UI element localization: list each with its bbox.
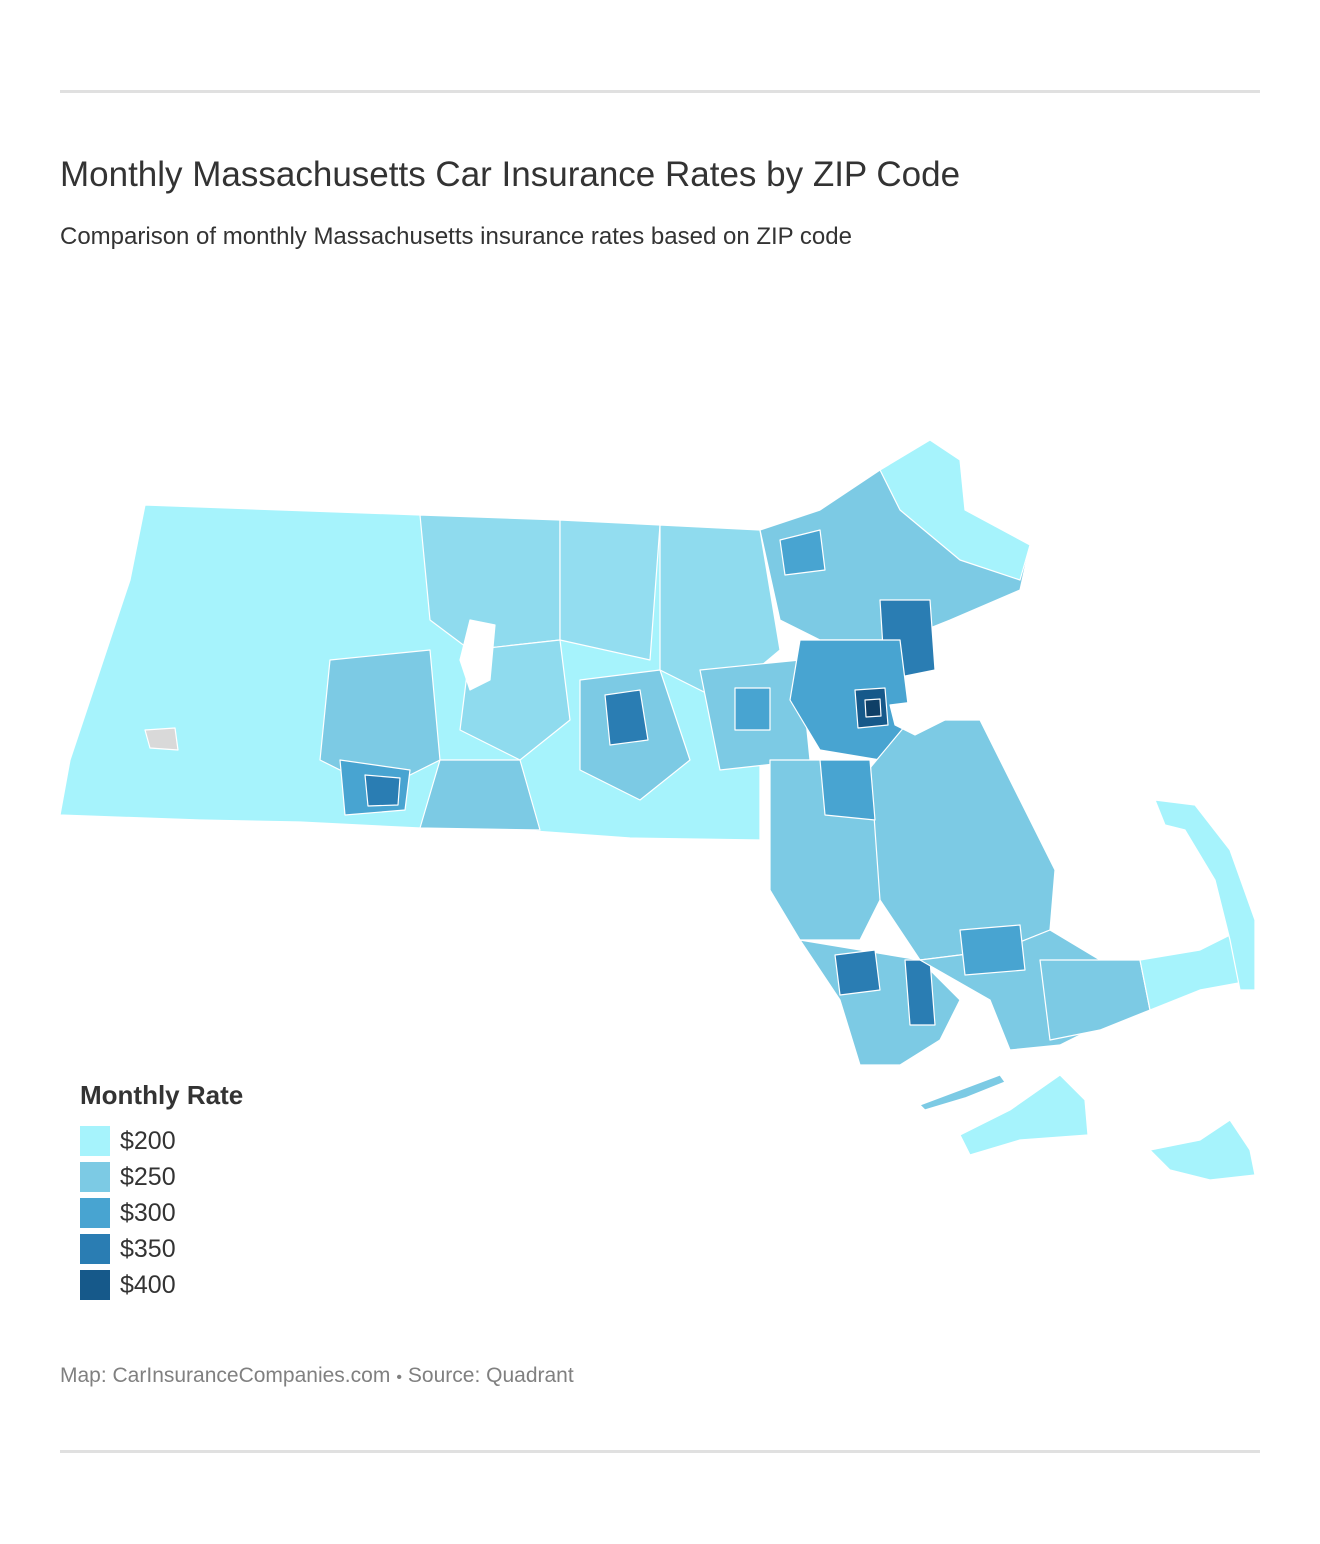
top-divider xyxy=(60,90,1260,93)
legend-item: $350 xyxy=(80,1231,243,1267)
massachusetts-zip-map xyxy=(59,439,1256,1181)
source-credit: Source: Quadrant xyxy=(407,1364,574,1387)
zip-region-lawrence xyxy=(779,529,826,576)
page-subtitle: Comparison of monthly Massachusetts insu… xyxy=(60,223,852,250)
zip-region-outer-cape xyxy=(1154,799,1256,991)
water-boston-harbor xyxy=(889,699,946,736)
zip-region-boston-core xyxy=(864,698,882,718)
legend-label: $300 xyxy=(120,1198,176,1227)
water-quabbin xyxy=(459,619,496,691)
map-legend: Monthly Rate $200 $250 $300 $350 $400 xyxy=(80,1080,243,1303)
legend-label: $250 xyxy=(120,1162,176,1191)
legend-swatch xyxy=(80,1270,110,1300)
map-credit: Map: CarInsuranceCompanies.com xyxy=(60,1364,391,1387)
zip-region-no-data xyxy=(144,727,179,751)
credit-separator: • xyxy=(396,1369,402,1386)
legend-swatch xyxy=(80,1234,110,1264)
legend-swatch xyxy=(80,1198,110,1228)
legend-label: $350 xyxy=(120,1234,176,1263)
zip-region-worcester xyxy=(604,689,649,746)
zip-region-norfolk-b xyxy=(819,759,876,821)
zip-region-central-d xyxy=(319,649,441,791)
bottom-divider xyxy=(60,1450,1260,1453)
legend-title: Monthly Rate xyxy=(80,1080,244,1110)
zip-region-marthas-vineyard xyxy=(959,1074,1089,1156)
zip-region-springfield-core xyxy=(364,774,401,807)
zip-region-elizabeth-islands xyxy=(919,1074,1006,1111)
legend-swatch xyxy=(80,1126,110,1156)
legend-item: $300 xyxy=(80,1195,243,1231)
zip-region-nantucket xyxy=(1149,1119,1256,1181)
zip-region-new-bedford xyxy=(904,959,936,1026)
zip-region-cape-ann xyxy=(879,439,1031,581)
zip-region-south-shore xyxy=(859,719,1056,961)
legend-item: $200 xyxy=(80,1123,243,1159)
legend-item: $400 xyxy=(80,1267,243,1303)
legend-items: $200 $250 $300 $350 $400 xyxy=(80,1123,243,1303)
zip-region-wareham xyxy=(959,924,1026,976)
zip-region-framingham-core xyxy=(734,687,771,731)
page-title: Monthly Massachusetts Car Insurance Rate… xyxy=(60,155,961,194)
zip-region-upper-cape xyxy=(1039,959,1151,1041)
legend-label: $400 xyxy=(120,1270,176,1299)
zip-region-central-b xyxy=(559,519,661,661)
zip-region-south-central xyxy=(419,759,541,831)
credits: Map: CarInsuranceCompanies.com • Source: Q… xyxy=(60,1364,574,1388)
legend-label: $200 xyxy=(120,1126,176,1155)
legend-item: $250 xyxy=(80,1159,243,1195)
legend-swatch xyxy=(80,1162,110,1192)
zip-region-fall-river xyxy=(834,949,881,996)
